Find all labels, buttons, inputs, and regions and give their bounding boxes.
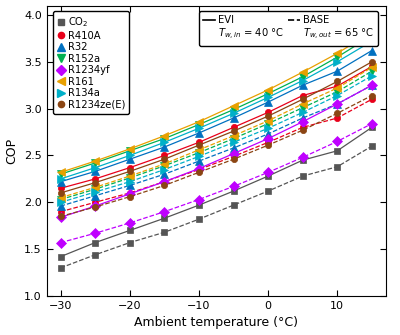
Y-axis label: COP: COP <box>6 138 18 164</box>
X-axis label: Ambient temperature (°C): Ambient temperature (°C) <box>134 317 298 329</box>
Legend: EVI, $T_{w,in}$ = 40 °C, BASE, $T_{w,out}$ = 65 °C: EVI, $T_{w,in}$ = 40 °C, BASE, $T_{w,out… <box>199 11 378 46</box>
